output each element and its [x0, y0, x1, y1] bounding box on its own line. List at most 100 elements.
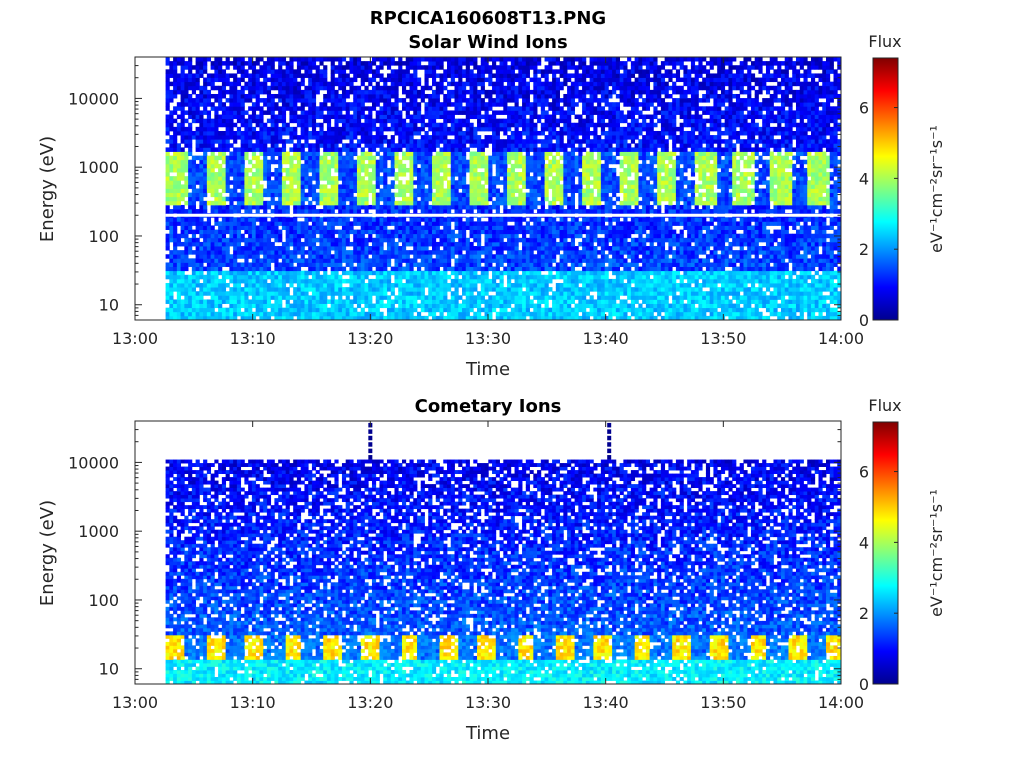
heatmap-cell — [807, 274, 812, 280]
heatmap-cell — [259, 291, 264, 296]
heatmap-cell — [649, 303, 654, 309]
heatmap-cell — [593, 237, 598, 243]
heatmap-cell — [589, 287, 594, 292]
heatmap-cell — [814, 303, 819, 309]
heatmap-cell — [244, 250, 249, 255]
heatmap-cell — [807, 237, 812, 243]
heatmap-cell — [443, 307, 448, 313]
heatmap-cell — [810, 209, 816, 214]
heatmap-cell — [255, 278, 260, 284]
heatmap-cell — [548, 209, 553, 214]
heatmap-cell — [630, 241, 636, 247]
heatmap-cell — [323, 274, 328, 280]
heatmap-cell — [702, 311, 707, 317]
heatmap-cell — [735, 258, 741, 263]
heatmap-cell — [447, 283, 452, 288]
heatmap-cell — [345, 250, 350, 255]
heatmap-cell — [807, 217, 812, 222]
heatmap-cell — [469, 204, 474, 210]
heatmap-cell — [338, 209, 343, 214]
heatmap-cell — [469, 274, 474, 280]
heatmap-cell — [582, 295, 587, 300]
heatmap-cell — [582, 229, 587, 235]
heatmap-cell — [248, 204, 253, 210]
heatmap-cell — [218, 200, 223, 206]
heatmap-cell — [623, 192, 628, 198]
heatmap-cell — [529, 315, 534, 321]
heatmap-cell — [401, 250, 407, 255]
heatmap-cell — [769, 221, 774, 226]
heatmap-cell — [334, 237, 339, 243]
heatmap-cell — [717, 209, 722, 214]
heatmap-cell — [604, 270, 609, 276]
heatmap-cell — [837, 266, 842, 272]
heatmap-cell — [270, 274, 275, 280]
heatmap-cell — [390, 291, 395, 296]
heatmap-cell — [229, 188, 234, 194]
heatmap-cell — [420, 254, 425, 259]
heatmap-cell — [375, 221, 380, 226]
heatmap-cell — [191, 287, 197, 292]
heatmap-cell — [338, 250, 343, 255]
heatmap-cell — [375, 295, 380, 300]
heatmap-cell — [274, 262, 279, 267]
heatmap-cell — [803, 233, 808, 239]
heatmap-cell — [555, 204, 560, 210]
heatmap-cell — [274, 283, 279, 288]
heatmap-cell — [709, 295, 714, 300]
heatmap-cell — [642, 287, 647, 292]
heatmap-cell — [244, 204, 249, 210]
heatmap-cell — [544, 237, 549, 243]
heatmap-cell — [413, 287, 418, 292]
heatmap-cell — [672, 270, 677, 276]
heatmap-cell — [788, 311, 793, 317]
heatmap-cell — [364, 221, 369, 226]
heatmap-cell — [473, 233, 478, 239]
heatmap-cell — [713, 315, 718, 321]
heatmap-cell — [255, 283, 260, 288]
heatmap-cell — [619, 311, 624, 317]
heatmap-cell — [221, 295, 227, 300]
heatmap-cell — [221, 217, 227, 222]
heatmap-cell — [829, 192, 834, 198]
heatmap-cell — [694, 283, 699, 288]
heatmap-cell — [293, 217, 298, 222]
heatmap-cell — [829, 254, 834, 259]
heatmap-cell — [690, 237, 696, 243]
heatmap-cell — [788, 192, 793, 198]
heatmap-cell — [416, 262, 422, 267]
heatmap-cell — [833, 192, 838, 198]
heatmap-cell — [214, 250, 219, 255]
heatmap-cell — [503, 254, 508, 259]
heatmap-cell — [533, 266, 538, 272]
heatmap-cell — [248, 291, 253, 296]
heatmap-cell — [822, 217, 827, 222]
heatmap-cell — [229, 258, 234, 263]
heatmap-cell — [754, 225, 759, 230]
heatmap-cell — [278, 196, 283, 202]
heatmap-cell — [169, 209, 174, 214]
heatmap-cell — [477, 192, 482, 198]
heatmap-cell — [251, 278, 257, 284]
heatmap-cell — [319, 237, 324, 243]
heatmap-cell — [788, 233, 793, 239]
heatmap-cell — [360, 307, 365, 313]
heatmap-cell — [743, 311, 748, 317]
heatmap-cell — [218, 192, 223, 198]
heatmap-cell — [743, 266, 748, 272]
heatmap-cell — [649, 307, 654, 313]
heatmap-cell — [507, 233, 512, 239]
heatmap-cell — [525, 192, 530, 198]
heatmap-cell — [540, 283, 545, 288]
heatmap-cell — [304, 303, 309, 309]
heatmap-cell — [559, 287, 564, 292]
heatmap-cell — [694, 258, 699, 263]
heatmap-cell — [653, 246, 658, 251]
heatmap-cell — [368, 229, 373, 235]
heatmap-cell — [401, 283, 407, 288]
heatmap-cell — [251, 254, 257, 259]
heatmap-cell — [687, 254, 692, 259]
heatmap-cell — [788, 287, 793, 292]
heatmap-cell — [308, 233, 313, 239]
heatmap-cell — [289, 311, 294, 317]
